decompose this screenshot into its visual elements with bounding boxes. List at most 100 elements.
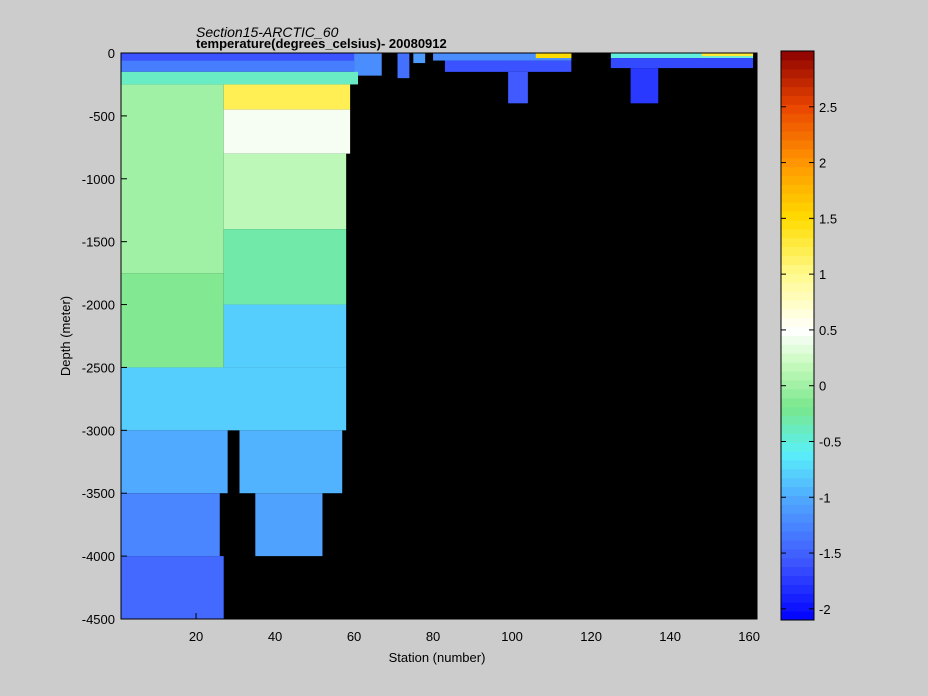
colorbar-step	[781, 282, 814, 292]
x-axis-ticks: 20 40 60 80 100 120 140 160	[189, 613, 760, 644]
colorbar-step	[781, 335, 814, 345]
colorbar-step	[781, 237, 814, 248]
colorbar-step	[781, 166, 814, 176]
y-tick-label: -4500	[82, 612, 115, 627]
colorbar-step	[781, 566, 814, 577]
colorbar-step	[781, 513, 814, 523]
heatmap-cell	[121, 273, 224, 368]
colorbar-step	[781, 104, 814, 114]
colorbar-step	[781, 68, 814, 79]
heatmap-cell	[397, 53, 410, 79]
heatmap-cell	[610, 53, 754, 59]
colorbar-step	[781, 495, 814, 505]
colorbar-step	[781, 317, 814, 328]
colorbar-step	[781, 299, 814, 310]
colorbar-step	[781, 539, 814, 550]
colorbar-step	[781, 406, 814, 417]
heatmap-cells	[121, 53, 754, 619]
heatmap-cell	[121, 53, 355, 61]
heatmap-cell	[508, 71, 528, 104]
heatmap-cell	[223, 229, 347, 305]
y-tick-label: -2500	[82, 360, 115, 375]
colorbar-step	[781, 415, 814, 425]
colorbar-step	[781, 477, 814, 488]
colorbar-step	[781, 602, 814, 612]
colorbar-step	[781, 211, 814, 221]
heatmap-cell	[255, 493, 323, 557]
colorbar-tick-label: 2.5	[819, 100, 837, 115]
colorbar-frame	[780, 50, 815, 621]
colorbar-step	[781, 184, 814, 194]
heatmap-cell	[223, 153, 347, 230]
colorbar-step	[781, 139, 814, 150]
x-tick-label: 140	[659, 629, 681, 644]
heatmap-cell	[223, 304, 347, 368]
colorbar-step	[781, 584, 814, 594]
colorbar-step	[781, 486, 814, 497]
colorbar-step	[781, 157, 814, 168]
colorbar-step	[781, 353, 814, 363]
heatmap-cell	[121, 430, 228, 494]
x-tick-label: 20	[189, 629, 203, 644]
colorbar-step	[781, 122, 814, 132]
colorbar-step	[781, 193, 814, 203]
colorbar-step	[781, 371, 814, 381]
y-tick-label: -3500	[82, 486, 115, 501]
y-tick-label: -4000	[82, 549, 115, 564]
colorbar-tick-label: -2	[819, 602, 831, 617]
heatmap-cell	[121, 367, 347, 431]
colorbar-step	[781, 575, 814, 585]
colorbar-step	[781, 86, 814, 96]
heatmap-cell	[121, 556, 224, 619]
heatmap-cell	[535, 53, 572, 59]
x-tick-label: 160	[738, 629, 760, 644]
colorbar-step	[781, 273, 814, 283]
heatmap-cell	[354, 53, 382, 76]
colorbar-tick-label: -0.5	[819, 434, 841, 449]
colorbar-tick-label: 1.5	[819, 211, 837, 226]
colorbar-step	[781, 246, 814, 256]
colorbar: 2.5 2 1.5 1 0.5 0 -0.5 -1 -1.5 -2	[780, 50, 841, 621]
heatmap-cell	[433, 53, 572, 61]
colorbar-step	[781, 77, 814, 88]
x-tick-label: 80	[426, 629, 440, 644]
colorbar-step	[781, 219, 814, 230]
plot-area	[120, 52, 758, 620]
x-axis-label: Station (number)	[389, 650, 486, 665]
colorbar-step	[781, 95, 814, 105]
y-tick-label: 0	[108, 46, 115, 61]
colorbar-step	[781, 255, 814, 265]
heatmap-cell	[121, 60, 355, 72]
colorbar-step	[781, 548, 814, 559]
heatmap-cell	[223, 109, 351, 154]
colorbar-tick-label: -1.5	[819, 546, 841, 561]
colorbar-step	[781, 442, 814, 452]
colorbar-tick-label: 0.5	[819, 323, 837, 338]
colorbar-step	[781, 175, 814, 185]
colorbar-step	[781, 59, 814, 70]
chart-title: Section15-ARCTIC_60	[196, 24, 339, 40]
colorbar-step	[781, 433, 814, 443]
colorbar-step	[781, 557, 814, 568]
y-tick-label: -1500	[82, 235, 115, 250]
colorbar-step	[781, 308, 814, 319]
heatmap-cell	[610, 58, 754, 69]
colorbar-step	[781, 379, 814, 390]
colorbar-step	[781, 397, 814, 408]
colorbar-step	[781, 424, 814, 434]
colorbar-tick-label: 2	[819, 156, 826, 171]
heatmap-cell	[701, 53, 754, 57]
colorbar-ticks: 2.5 2 1.5 1 0.5 0 -0.5 -1 -1.5 -2	[781, 100, 841, 617]
heatmap-cell	[121, 84, 224, 274]
colorbar-step	[781, 148, 814, 159]
y-tick-label: -2000	[82, 298, 115, 313]
y-tick-label: -1000	[82, 172, 115, 187]
colorbar-step	[781, 113, 814, 123]
y-axis-ticks: 0 -500 -1000 -1500 -2000 -2500 -3000 -3500 -4000…	[82, 46, 127, 627]
heatmap-cell	[444, 60, 572, 72]
heatmap-cell	[121, 493, 220, 557]
colorbar-step	[781, 362, 814, 372]
colorbar-step	[781, 291, 814, 301]
colorbar-step	[781, 611, 814, 621]
colorbar-step	[781, 51, 814, 61]
